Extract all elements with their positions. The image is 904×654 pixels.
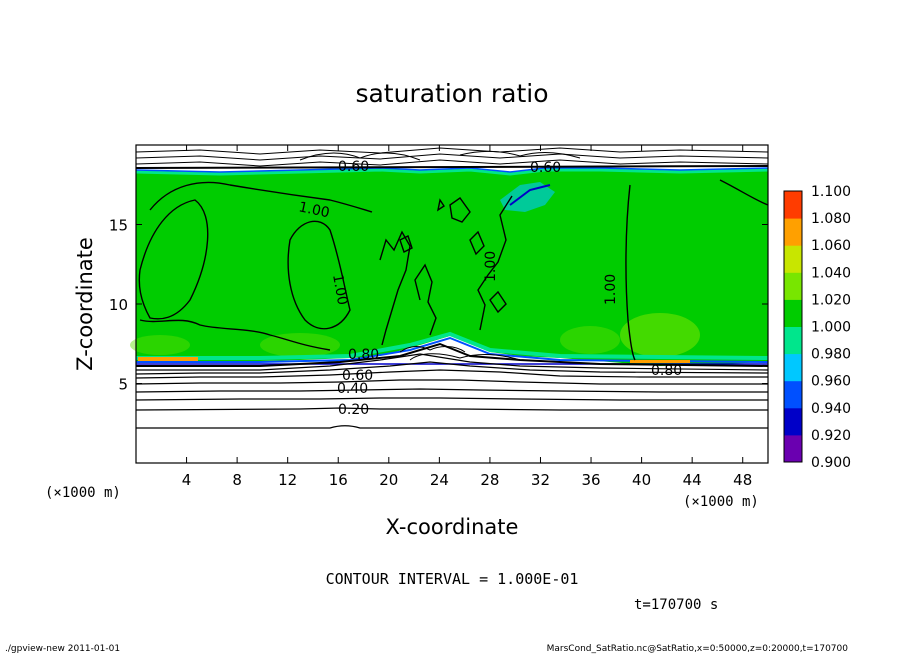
colorbar-swatch bbox=[784, 218, 802, 246]
x-tick-label: 24 bbox=[430, 471, 449, 489]
boundary-band bbox=[136, 331, 769, 360]
contour-interval: CONTOUR INTERVAL = 1.000E-01 bbox=[326, 570, 579, 588]
upper-contours bbox=[135, 147, 769, 169]
x-tick-label: 4 bbox=[182, 471, 192, 489]
high-value-patch bbox=[620, 313, 700, 357]
contour-label: 0.40 bbox=[337, 381, 368, 397]
x-tick-label: 48 bbox=[733, 471, 752, 489]
boundary-band bbox=[136, 336, 769, 363]
x-tick-label: 16 bbox=[329, 471, 348, 489]
contour-label: 1.00 bbox=[603, 274, 619, 305]
y-axis-label: Z-coordinate bbox=[73, 237, 97, 371]
chart-title: saturation ratio bbox=[355, 79, 548, 108]
time-label: t=170700 s bbox=[634, 597, 718, 613]
hotspot bbox=[630, 360, 690, 363]
colorbar-label: 0.980 bbox=[811, 347, 851, 363]
plot-area: 0.60 1.00 1.00 1.00 1.00 0.60 0.80 0.60 … bbox=[130, 144, 769, 464]
contour-labels: 0.60 1.00 1.00 1.00 1.00 0.60 0.80 0.60 … bbox=[297, 159, 682, 418]
colorbar-swatch bbox=[784, 245, 802, 273]
colorbar-swatch bbox=[784, 191, 802, 219]
colorbar-frame bbox=[783, 190, 803, 463]
colorbar-label: 1.100 bbox=[811, 184, 851, 200]
boundary-band bbox=[135, 168, 769, 176]
colorbar-label: 1.060 bbox=[811, 238, 851, 254]
lower-contours bbox=[135, 342, 769, 429]
x-axis-unit-left: (×1000 m) bbox=[45, 485, 121, 501]
contour-label: 0.20 bbox=[338, 402, 369, 418]
y-tick-label: 10 bbox=[109, 296, 128, 314]
colorbar-label: 0.920 bbox=[811, 428, 851, 444]
footer-left: ./gpview-new 2011-01-01 bbox=[5, 644, 120, 654]
x-tick-label: 32 bbox=[531, 471, 550, 489]
boundary-band bbox=[135, 167, 769, 173]
colorbar-label: 0.960 bbox=[811, 374, 851, 390]
x-tick-label: 36 bbox=[581, 471, 600, 489]
colorbar-swatch bbox=[784, 380, 802, 409]
high-value-patch bbox=[560, 326, 620, 354]
x-tick-label: 28 bbox=[480, 471, 499, 489]
x-tick-label: 12 bbox=[278, 471, 297, 489]
y-axis: 5 10 15 bbox=[109, 217, 768, 394]
x-tick-label: 20 bbox=[379, 471, 398, 489]
colorbar-label: 1.040 bbox=[811, 265, 851, 281]
turbulent-patch bbox=[500, 182, 555, 212]
high-value-patch bbox=[260, 333, 340, 357]
contour-label: 0.60 bbox=[338, 159, 369, 175]
saturation-contours bbox=[138, 179, 769, 361]
colorbar-label: 0.900 bbox=[811, 455, 851, 471]
x-tick-label: 44 bbox=[683, 471, 702, 489]
y-tick-label: 15 bbox=[109, 217, 128, 235]
colorbar-label: 0.940 bbox=[811, 401, 851, 417]
hotspot bbox=[138, 357, 198, 361]
colorbar: 0.900 0.920 0.940 0.960 0.980 1.000 1.020 1.040… bbox=[783, 184, 851, 471]
contour-label: 0.60 bbox=[530, 160, 561, 176]
contour-label: 1.00 bbox=[297, 199, 331, 221]
colorbar-swatch bbox=[784, 326, 802, 355]
colorbar-label: 1.000 bbox=[811, 320, 851, 336]
colorbar-swatch bbox=[784, 299, 802, 327]
colorbar-swatch bbox=[784, 407, 802, 436]
colorbar-swatch bbox=[784, 272, 802, 300]
contour-label: 0.80 bbox=[651, 363, 682, 379]
x-tick-label: 8 bbox=[232, 471, 242, 489]
contour-label: 1.00 bbox=[329, 273, 350, 306]
high-value-patch bbox=[130, 335, 190, 355]
saturated-field bbox=[136, 170, 768, 366]
colorbar-label: 1.020 bbox=[811, 292, 851, 308]
colorbar-label: 1.080 bbox=[811, 211, 851, 227]
contour-label: 0.60 bbox=[342, 368, 373, 384]
turbulent-contour bbox=[509, 184, 551, 206]
colorbar-swatch bbox=[784, 353, 802, 382]
x-tick-label: 40 bbox=[632, 471, 651, 489]
footer-right: MarsCond_SatRatio.nc@SatRatio,x=0:50000,… bbox=[547, 644, 849, 654]
x-axis: 4 8 12 16 20 24 28 32 36 40 44 48 bbox=[182, 145, 752, 489]
contour-label: 1.00 bbox=[483, 251, 499, 282]
contour-label: 0.80 bbox=[348, 347, 379, 363]
x-axis-unit-right: (×1000 m) bbox=[683, 494, 759, 510]
colorbar-swatch bbox=[784, 434, 802, 463]
y-tick-label: 5 bbox=[118, 376, 128, 394]
x-axis-label: X-coordinate bbox=[386, 515, 519, 539]
